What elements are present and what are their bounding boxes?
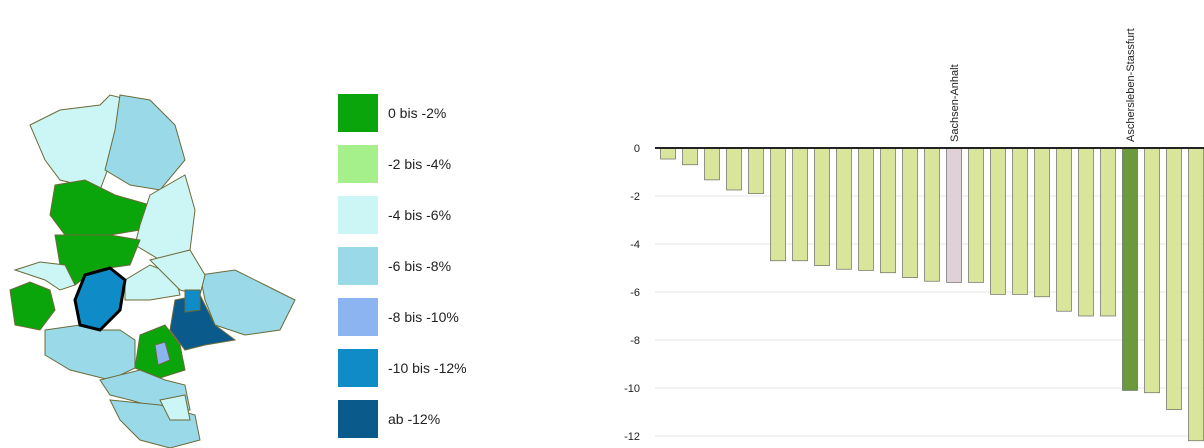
y-tick-label: -2 — [630, 191, 640, 203]
bar — [990, 147, 1006, 295]
bar — [1078, 147, 1094, 317]
region-highlight — [73, 266, 127, 332]
region — [199, 269, 296, 336]
legend-swatch — [338, 196, 378, 234]
bar — [1166, 147, 1182, 410]
bar — [1144, 147, 1160, 394]
bar — [1122, 147, 1138, 391]
legend-swatch — [338, 247, 378, 285]
legend-swatch — [338, 349, 378, 387]
bar — [770, 147, 786, 262]
region — [13, 261, 76, 291]
legend-swatch — [338, 298, 378, 336]
region — [49, 179, 151, 236]
y-tick-label: -10 — [624, 383, 640, 395]
legend-label: 0 bis -2% — [388, 105, 446, 121]
bar — [704, 147, 720, 181]
bar — [946, 147, 962, 283]
legend-swatch — [338, 145, 378, 183]
chart: 0 -2 -4 -6 -8 -10 -12 Sachsen-Anhalt Ascherslebe… — [624, 28, 1204, 443]
legend: 0 bis -2% -2 bis -4% -4 bis -6% -6 bis -8% -… — [338, 94, 467, 438]
legend-label: ab -12% — [388, 411, 440, 427]
bar — [748, 147, 764, 194]
bar — [858, 147, 874, 271]
region — [184, 289, 201, 313]
legend-label: -6 bis -8% — [388, 258, 451, 274]
bar — [660, 147, 676, 160]
y-tick-label: -6 — [630, 287, 640, 299]
map — [9, 94, 296, 448]
y-tick-label: -8 — [630, 335, 640, 347]
bar — [836, 147, 852, 270]
bar — [1188, 147, 1204, 442]
region — [154, 341, 171, 366]
bar — [814, 147, 830, 266]
region — [9, 281, 56, 331]
legend-label: -8 bis -10% — [388, 309, 459, 325]
bar — [1056, 147, 1072, 312]
legend-swatch — [338, 400, 378, 438]
legend-label: -2 bis -4% — [388, 156, 451, 172]
bar — [924, 147, 940, 282]
y-tick-label: -4 — [630, 239, 640, 251]
bar — [1100, 147, 1116, 317]
region — [149, 249, 206, 296]
bar — [1012, 147, 1028, 295]
y-tick-label: -12 — [624, 431, 640, 443]
bar — [968, 147, 984, 283]
bar — [902, 147, 918, 278]
category-label: Aschersleben-Stassfurt — [1125, 28, 1137, 142]
bar — [880, 147, 896, 274]
legend-label: -10 bis -12% — [388, 360, 467, 376]
y-tick-label: 0 — [634, 143, 640, 155]
bar — [792, 147, 808, 262]
bar — [726, 147, 742, 191]
region — [44, 324, 136, 381]
region — [159, 394, 191, 421]
category-label: Sachsen-Anhalt — [949, 64, 961, 142]
bar — [1034, 147, 1050, 298]
bar — [682, 147, 698, 166]
legend-label: -4 bis -6% — [388, 207, 451, 223]
legend-swatch — [338, 94, 378, 132]
